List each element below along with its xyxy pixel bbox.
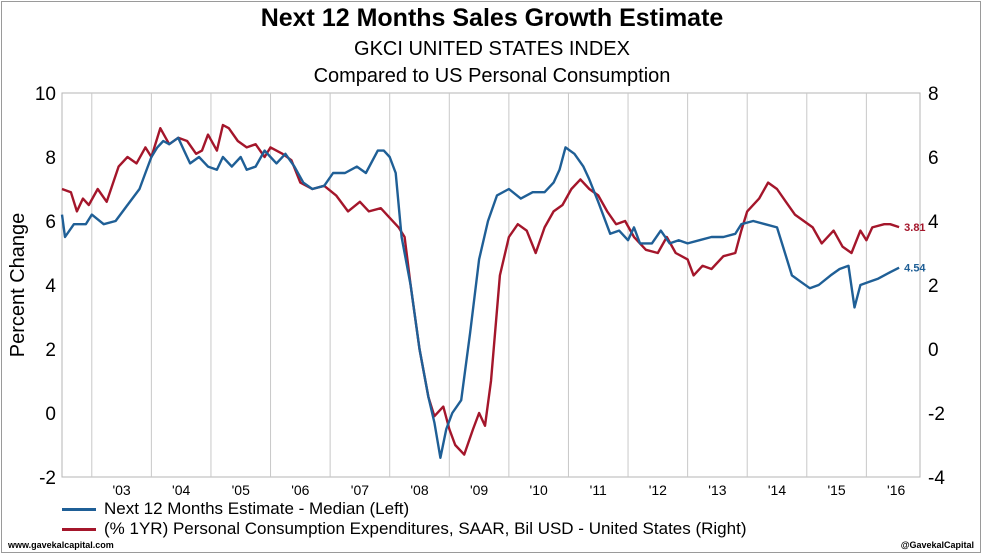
- y-right-tick-label: 6: [928, 148, 939, 169]
- y-axis-right: 8 6 4 2 0 -2 -4: [928, 84, 945, 489]
- y-axis-left: 10 8 6 4 2 0 -2: [35, 84, 57, 489]
- grid-lines: [91, 93, 867, 477]
- footer-source: www.gavekalcapital.com: [8, 540, 114, 550]
- legend-item-right-series: (% 1YR) Personal Consumption Expenditure…: [62, 519, 746, 539]
- legend-label: (% 1YR) Personal Consumption Expenditure…: [104, 519, 747, 538]
- chart-title: Next 12 Months Sales Growth Estimate: [260, 4, 724, 32]
- legend-label: Next 12 Months Estimate - Median (Left): [104, 499, 410, 518]
- y-left-tick-label: 6: [45, 212, 56, 233]
- chart-subtitle: GKCI UNITED STATES INDEX: [354, 38, 630, 60]
- end-label-consumption: 3.81: [904, 222, 925, 234]
- x-tick-label: '03: [112, 482, 130, 498]
- y-right-tick-label: 8: [928, 84, 939, 105]
- x-tick-label: '07: [351, 482, 369, 498]
- y-left-tick-label: 2: [45, 340, 56, 361]
- y-right-tick-label: 0: [928, 340, 939, 361]
- x-tick-label: '13: [708, 482, 726, 498]
- end-label-sales-estimate: 4.54: [904, 263, 926, 275]
- x-tick-label: '12: [649, 482, 667, 498]
- x-tick-label: '10: [530, 482, 548, 498]
- series-line-sales-estimate: [60, 136, 900, 459]
- y-left-tick-label: 10: [35, 84, 56, 105]
- y-axis-label: Percent Change: [7, 213, 29, 358]
- x-tick-label: '11: [590, 482, 607, 498]
- y-right-tick-label: 2: [928, 276, 939, 297]
- x-tick-label: '06: [291, 482, 309, 498]
- y-right-tick-label: -4: [928, 468, 945, 489]
- y-left-tick-label: 4: [45, 276, 56, 297]
- x-tick-label: '05: [232, 482, 250, 498]
- chart-subtitle-2: Compared to US Personal Consumption: [313, 65, 671, 87]
- x-tick-label: '08: [410, 482, 428, 498]
- x-tick-label: '15: [827, 482, 845, 498]
- legend-item-left-series: Next 12 Months Estimate - Median (Left): [62, 499, 409, 519]
- x-tick-label: '14: [768, 482, 786, 498]
- series-group: 3.81 4.54: [60, 123, 926, 459]
- footer-handle: @GavekalCapital: [900, 540, 974, 550]
- legend-swatch-red: [62, 528, 96, 532]
- y-right-tick-label: -2: [928, 404, 945, 425]
- y-right-tick-label: 4: [928, 212, 939, 233]
- x-tick-label: '09: [470, 482, 488, 498]
- x-tick-label: '04: [172, 482, 190, 498]
- y-left-tick-label: 0: [45, 404, 56, 425]
- series-line-consumption: [61, 123, 900, 456]
- legend-swatch-blue: [62, 508, 96, 512]
- x-tick-label: '16: [887, 482, 905, 498]
- x-axis: '03 '04 '05 '06 '07 '08 '09 '10 '11 '12 '13 '14 '15 '…: [112, 482, 905, 498]
- plot-area: [61, 92, 921, 478]
- y-left-tick-label: -2: [39, 468, 56, 489]
- y-left-tick-label: 8: [45, 148, 56, 169]
